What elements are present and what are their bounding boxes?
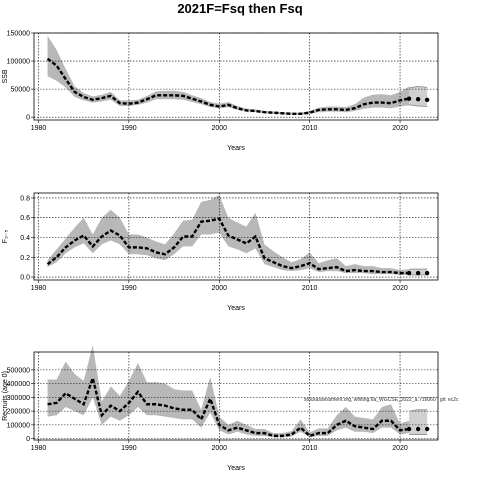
ssb-xtick-label: 1980 [31,125,47,132]
fbar-xtick-label: 1990 [121,285,137,292]
fbar-ytick-label: 0.4 [20,235,30,242]
recruitment-xtick-label: 1980 [31,445,47,452]
recruitment-xtick-label: 2000 [211,445,227,452]
recruitment-ylabel: Recruits (age 0) [2,371,9,421]
ssb-projection-upper-line [408,85,428,89]
recruitment-xtick-label: 2020 [392,445,408,452]
ssb-panel: 1980 1990 2000 2010 2020 0 50000 100000 150000 Ye… [2,31,439,152]
recruitment-xtick-label: 1990 [121,445,137,452]
fbar-projection-point [415,270,421,276]
ssb-xtick-label: 2000 [211,125,227,132]
fbar-panel: 1980 1990 2000 2010 2020 0.0 0.2 0.4 0.6 0.8 Years… [2,192,439,312]
fbar-ytick-label: 0.8 [20,195,30,202]
fbar-plot-frame [33,192,439,281]
fbar-ytick-label: 0.6 [20,215,30,222]
ssb-ytick-label: 50000 [11,87,31,94]
fbar-estimate-line [46,217,410,275]
ssb-ytick-label: 100000 [7,59,30,66]
ssb-projection-point [424,97,430,102]
ssb-ylabel: SSB [2,69,9,83]
fbar-xtick-label: 2020 [392,285,408,292]
recruitment-confidence-band [47,345,410,438]
fbar-ytick-label: 0.0 [20,275,30,282]
ssb-xtick-label: 2020 [392,125,408,132]
ssb-projection-point [415,97,421,102]
fbar-ylabel: F₃₋₅ [2,230,9,244]
recruitment-projection-point [406,426,412,432]
recruitment-estimate-line [47,373,410,438]
recruitment-ytick-label: 100000 [7,422,30,429]
recruitment-ytick-label: 0 [26,436,30,443]
recruitment-projection-point [424,426,430,432]
ssb-xtick-label: 2010 [302,125,318,132]
ssb-plot-frame [33,32,439,121]
ssb-projection-lower-line [409,104,428,108]
panels-group: 1980 1990 2000 2010 2020 0 50000 100000 150000 Ye… [2,31,439,472]
recruitment-ytick-label: 300000 [7,395,30,402]
ssb-xlabel: Years [227,145,245,152]
ssb-confidence-band [47,35,410,115]
recruitment-ytick-label: 200000 [7,409,30,416]
recruitment-plot-frame [33,351,439,441]
ssb-projection-band [409,86,428,107]
recruitment-xlabel: Years [227,465,245,472]
recruitment-ytick-label: 400000 [7,381,30,388]
fbar-projection-point [406,270,412,276]
fbar-xtick-label: 2010 [302,285,318,292]
recruitment-panel: 1980 1990 2000 2010 2020 0 100000 200000 300000 4… [2,345,439,472]
recruitment-ytick-label: 500000 [7,367,30,374]
fbar-xtick-label: 2000 [211,285,227,292]
ssb-xtick-label: 1990 [121,125,137,132]
recruitment-xtick-label: 2010 [302,445,318,452]
ssb-projection-point [406,96,412,101]
footnote: stockassessment.org, whiting.6a_WGCSE_20… [304,397,459,403]
ssb-estimate-line [46,57,410,116]
recruitment-projection-band [409,409,428,435]
fbar-xtick-label: 1980 [31,285,47,292]
ssb-ytick-label: 0 [26,115,30,122]
recruitment-projection-upper-line [409,409,428,412]
ssb-ytick-label: 150000 [7,31,30,38]
fbar-ytick-label: 0.2 [20,255,30,262]
recruitment-projection-point [415,426,421,432]
fbar-projection-point [424,270,430,276]
fbar-xlabel: Years [227,305,245,312]
chart-title: 2021F=Fsq then Fsq [177,1,302,16]
